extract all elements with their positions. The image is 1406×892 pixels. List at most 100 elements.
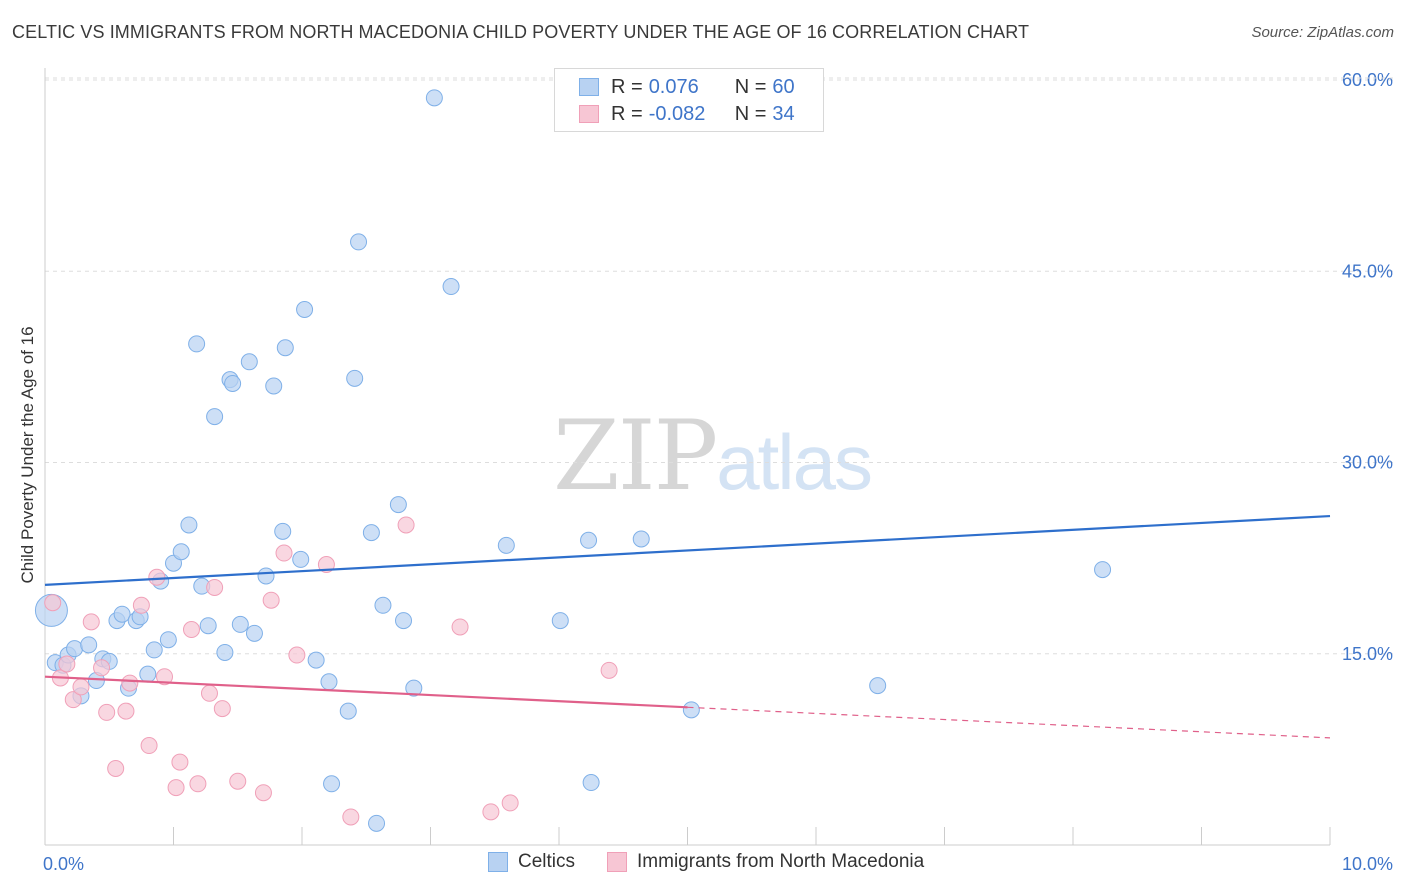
macedonia-point bbox=[44, 594, 62, 612]
macedonia-point bbox=[275, 544, 293, 562]
macedonia-point bbox=[72, 678, 90, 696]
n-label: N = bbox=[734, 102, 767, 125]
macedonia-point bbox=[140, 737, 158, 755]
x-tick-label: 0.0% bbox=[43, 854, 84, 874]
r-label: R = bbox=[611, 75, 643, 98]
celtics-point bbox=[395, 612, 413, 630]
macedonia-point bbox=[156, 668, 174, 686]
celtics-point bbox=[350, 233, 368, 251]
macedonia-trend-line bbox=[44, 675, 688, 709]
y-tick-label: 15.0% bbox=[1342, 644, 1393, 664]
celtics-point bbox=[682, 701, 700, 719]
r-value: 0.076 bbox=[648, 75, 699, 98]
series-legend: Celtics Immigrants from North Macedonia bbox=[488, 851, 956, 873]
y-tick-label: 60.0% bbox=[1342, 70, 1393, 90]
celtics-point bbox=[231, 615, 249, 633]
legend-swatch-macedonia bbox=[579, 105, 599, 123]
legend-item-celtics[interactable]: Celtics bbox=[488, 851, 575, 873]
chart-title: CELTIC VS IMMIGRANTS FROM NORTH MACEDONI… bbox=[12, 22, 1030, 42]
macedonia-point bbox=[600, 661, 618, 679]
celtics-point bbox=[405, 679, 423, 697]
macedonia-point bbox=[254, 784, 272, 802]
macedonia-point bbox=[98, 703, 116, 721]
celtics-point bbox=[159, 631, 177, 649]
macedonia-point bbox=[229, 772, 247, 790]
celtics-point bbox=[339, 702, 357, 720]
celtics-point bbox=[240, 353, 258, 371]
legend-item-macedonia[interactable]: Immigrants from North Macedonia bbox=[607, 851, 924, 873]
celtics-point bbox=[320, 673, 338, 691]
n-value: 34 bbox=[772, 102, 795, 125]
celtics-point bbox=[580, 531, 598, 549]
macedonia-point bbox=[213, 700, 231, 718]
celtics-point bbox=[869, 677, 887, 695]
celtics-point bbox=[389, 496, 407, 514]
macedonia-point bbox=[132, 596, 150, 614]
macedonia-point bbox=[107, 760, 125, 777]
macedonia-point bbox=[64, 691, 82, 709]
celtics-point bbox=[442, 278, 460, 296]
celtics-point bbox=[216, 643, 234, 661]
celtics-point bbox=[199, 617, 217, 635]
legend-swatch-celtics bbox=[488, 852, 508, 872]
celtics-point bbox=[296, 301, 314, 318]
macedonia-point bbox=[171, 753, 189, 771]
macedonia-point bbox=[182, 621, 200, 639]
macedonia-point bbox=[189, 775, 207, 793]
celtics-point bbox=[113, 605, 131, 623]
celtics-point bbox=[188, 335, 206, 353]
celtics-point bbox=[206, 408, 224, 426]
celtics-point bbox=[346, 369, 364, 387]
celtics-point bbox=[224, 374, 242, 392]
celtics-point bbox=[145, 641, 163, 659]
celtics-point bbox=[139, 665, 157, 683]
celtics-point bbox=[362, 524, 380, 542]
legend-label-celtics: Celtics bbox=[518, 851, 576, 872]
macedonia-point bbox=[148, 568, 166, 586]
correlation-legend: R = 0.076 N = 60 R = -0.082 N = 34 bbox=[554, 68, 824, 132]
macedonia-point bbox=[451, 618, 469, 636]
celtics-point bbox=[497, 536, 515, 554]
celtics-point bbox=[368, 814, 386, 832]
celtics-point bbox=[323, 775, 341, 793]
celtics-point bbox=[257, 567, 275, 585]
r-value: -0.082 bbox=[648, 102, 706, 125]
macedonia-point bbox=[117, 702, 135, 720]
r-label: R = bbox=[611, 102, 643, 125]
celtics-point bbox=[180, 516, 198, 534]
macedonia-point bbox=[58, 655, 76, 673]
macedonia-point bbox=[121, 674, 139, 692]
legend-row-celtics: R = 0.076 N = 60 bbox=[579, 75, 795, 99]
celtics-point bbox=[265, 377, 283, 395]
celtics-point bbox=[1094, 561, 1112, 579]
source-label: Source: ZipAtlas.com bbox=[1251, 24, 1394, 41]
y-tick-label: 45.0% bbox=[1342, 261, 1393, 281]
celtics-point bbox=[66, 640, 84, 658]
celtics-point bbox=[172, 543, 190, 561]
watermark-zip: ZIP bbox=[553, 400, 718, 512]
celtics-point bbox=[632, 530, 650, 548]
celtics-point bbox=[374, 596, 392, 614]
macedonia-point bbox=[501, 794, 519, 812]
macedonia-point bbox=[317, 556, 335, 573]
celtics-point bbox=[425, 89, 443, 107]
celtics-point bbox=[80, 636, 98, 654]
celtics-point bbox=[582, 774, 600, 792]
celtics-trend-line bbox=[44, 514, 1331, 586]
macedonia-point bbox=[82, 613, 100, 631]
macedonia-point bbox=[288, 646, 306, 664]
legend-label-macedonia: Immigrants from North Macedonia bbox=[637, 851, 925, 872]
legend-swatch-macedonia bbox=[607, 852, 628, 872]
n-label: N = bbox=[734, 75, 767, 98]
macedonia-point bbox=[262, 591, 280, 609]
legend-swatch-celtics bbox=[579, 78, 599, 96]
celtics-point bbox=[245, 624, 263, 642]
n-value: 60 bbox=[772, 75, 795, 98]
celtics-point bbox=[276, 339, 294, 357]
macedonia-point bbox=[397, 516, 415, 534]
macedonia-point bbox=[342, 808, 360, 826]
macedonia-point bbox=[200, 684, 218, 702]
macedonia-point bbox=[482, 803, 500, 821]
legend-row-macedonia: R = -0.082 N = 34 bbox=[579, 102, 795, 126]
